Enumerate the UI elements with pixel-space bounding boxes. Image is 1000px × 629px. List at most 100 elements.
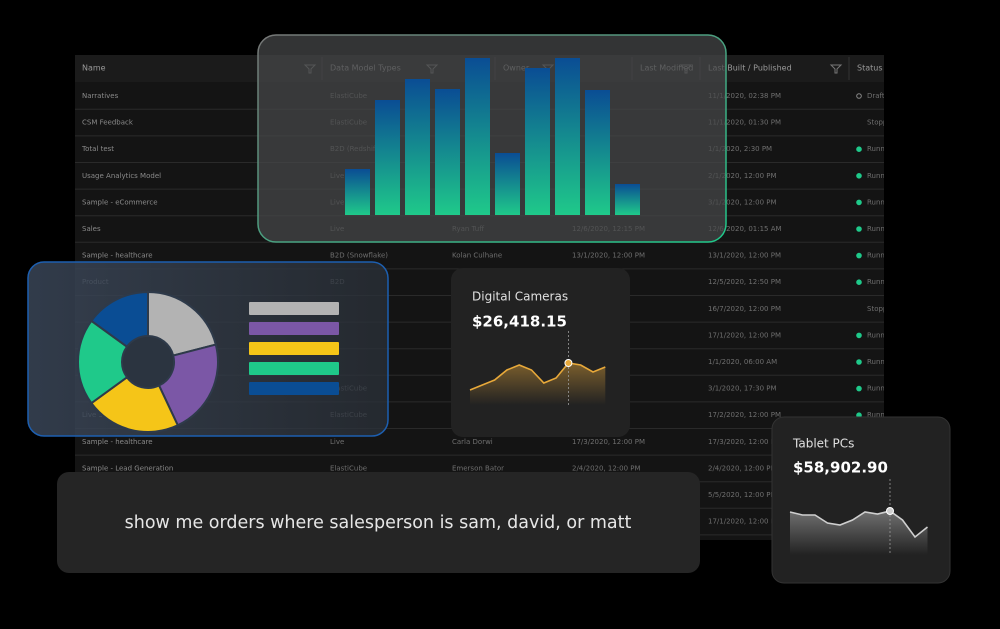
status-dot (856, 146, 862, 152)
pie-slice (157, 343, 219, 427)
table-cell: Stopped (867, 119, 896, 127)
table-cell: 17/3/2020, 12:00 PM (572, 438, 645, 446)
table-cell: Stopped (867, 305, 896, 313)
card-title: Tablet PCs (792, 437, 854, 451)
table-cell: Running (867, 172, 896, 180)
pie-slice (147, 290, 218, 357)
status-dot (856, 199, 862, 206)
table-cell: Sample - Lead Generation (82, 464, 173, 472)
bar (555, 58, 580, 215)
kpi-card: Tablet PCs $58,902.90 (771, 416, 951, 584)
status-dot (856, 252, 862, 259)
table-cell: Running (867, 198, 896, 206)
table-cell: Running (867, 145, 896, 153)
table-cell: Sales (82, 225, 101, 233)
pie-slice (89, 375, 180, 433)
pie-slice (89, 290, 149, 349)
table-cell: 17/2/2020, 12:00 PM (708, 411, 781, 419)
bar (525, 68, 550, 215)
table-cell: Carla Dorwi (452, 438, 493, 446)
status-dot (856, 279, 862, 286)
table-cell: 12/5/2020, 12:50 PM (708, 278, 781, 286)
bar (465, 58, 490, 215)
line (789, 510, 928, 539)
header-cell: Last Built / Published (708, 64, 792, 73)
legend-swatch (249, 322, 339, 335)
table-cell: Running (867, 411, 896, 419)
bar-widget (257, 34, 727, 243)
bar (375, 100, 400, 215)
table-cell: Usage Analytics Model (82, 172, 161, 180)
highlight-point (886, 507, 894, 515)
table-cell: 1/1/2020, 06:00 AM (708, 358, 777, 366)
table-cell: 5/5/2020, 12:00 PM (708, 491, 777, 499)
table-cell: 2/1/2020, 12:00 PM (708, 172, 777, 180)
status-dot (856, 173, 862, 179)
query-text: show me orders where salesperson is sam,… (125, 513, 632, 533)
kpi-card: Digital Cameras $26,418.15 (451, 268, 630, 437)
status-dot (856, 359, 862, 365)
query-bg (57, 472, 700, 573)
table-cell: 17/3/2020, 12:00 PM (708, 438, 781, 446)
table-cell: Emerson Bator (452, 464, 504, 472)
table-cell: Running (867, 385, 896, 393)
table-cell: 17/1/2020, 12:00 PM (708, 331, 781, 339)
status-dot (856, 332, 862, 339)
table-cell: 13/1/2020, 12:00 PM (572, 252, 645, 260)
bar (495, 153, 520, 215)
bar (615, 184, 640, 215)
header-cell: Name (82, 64, 106, 73)
table-cell: 12/6/2020, 01:15 AM (708, 225, 782, 233)
bar-card (257, 34, 727, 243)
table-cell: 3/1/2020, 17:30 PM (708, 385, 777, 393)
table-cell: Sample - healthcare (82, 252, 153, 260)
table-cell: 13/1/2020, 12:00 PM (708, 252, 781, 260)
legend-swatch (249, 302, 339, 315)
table-cell: Sample - healthcare (82, 438, 153, 446)
legend-swatch (249, 382, 339, 395)
bar (345, 169, 370, 215)
table-cell: Running (867, 278, 896, 286)
card-value: $58,902.90 (793, 459, 888, 477)
status-dot (856, 93, 862, 99)
status-dot (856, 385, 862, 392)
table-cell: Running (867, 358, 896, 366)
legend-swatch (249, 342, 339, 355)
line (469, 362, 606, 391)
card-value: $26,418.15 (472, 313, 567, 331)
area (790, 511, 928, 555)
table-cell: ElastiCube (330, 464, 367, 472)
table-cell: Running (867, 252, 896, 260)
bar (435, 89, 460, 215)
bar (585, 90, 610, 215)
table-cell: Running (867, 331, 896, 339)
table-cell: Sample - eCommerce (82, 198, 158, 206)
table-cell: Running (867, 225, 896, 233)
table-cell: 16/7/2020, 12:00 PM (708, 305, 781, 313)
table-cell: Draft (867, 92, 885, 100)
table-cell: 11/1/2020, 02:38 PM (708, 92, 781, 100)
table-cell: B2D (Snowflake) (330, 252, 388, 260)
status-dot (856, 226, 862, 232)
table-cell: 17/1/2020, 12:00 PM (708, 518, 781, 526)
table-cell: 2/4/2020, 12:00 PM (708, 464, 777, 472)
table-cell: Narratives (82, 92, 119, 100)
table-cell: Kolan Culhane (452, 252, 502, 260)
query-box: show me orders where salesperson is sam,… (57, 472, 700, 573)
filter-icon (829, 64, 843, 74)
pie-hole (123, 337, 173, 387)
table-cell: CSM Feedback (82, 119, 134, 127)
pie-widget (27, 261, 389, 437)
highlight-point (564, 359, 573, 367)
header-cell: Status (857, 64, 883, 73)
table-cell: Live (330, 438, 344, 446)
table-cell: 3/1/2020, 12:00 PM (708, 198, 777, 206)
table-cell: 11/1/2020, 01:30 PM (708, 119, 781, 127)
table-cell: 2/4/2020, 12:00 PM (572, 464, 641, 472)
legend-swatch (249, 362, 339, 375)
pie-slice (77, 319, 129, 405)
card-title: Digital Cameras (472, 290, 568, 304)
table-cell: 1/1/2020, 2:30 PM (708, 145, 772, 153)
